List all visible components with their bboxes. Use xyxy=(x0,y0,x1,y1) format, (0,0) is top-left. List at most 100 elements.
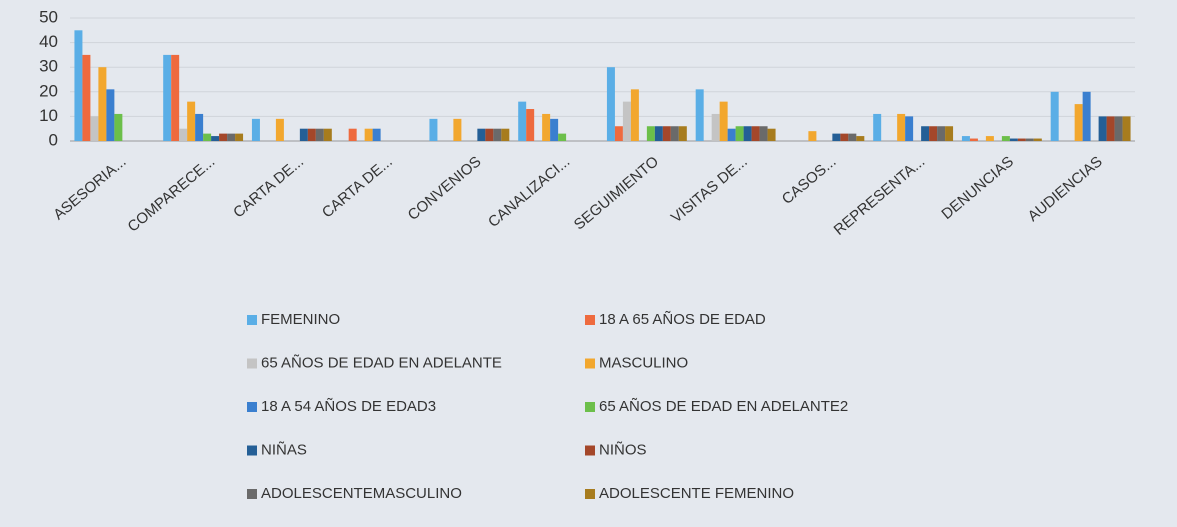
bar xyxy=(323,128,332,141)
legend-swatch xyxy=(585,489,595,499)
bar xyxy=(542,113,551,141)
bar xyxy=(1001,136,1010,141)
bar xyxy=(550,118,559,141)
bar xyxy=(227,133,236,141)
bar xyxy=(106,89,115,141)
bar xyxy=(856,136,865,141)
bar xyxy=(493,128,502,141)
bar xyxy=(614,126,623,141)
bar xyxy=(219,133,228,141)
x-tick-label: COMPARECE... xyxy=(125,153,219,235)
bar xyxy=(622,101,631,141)
legend-label: ADOLESCENTEMASCULINO xyxy=(261,485,462,502)
y-tick-label: 20 xyxy=(39,81,58,100)
x-tick-label: ASESORIA... xyxy=(50,153,129,223)
bar xyxy=(315,128,324,141)
x-tick-label: CASOS... xyxy=(779,153,840,208)
bar xyxy=(114,113,123,141)
bar xyxy=(937,126,946,141)
x-tick-label: CARTA DE... xyxy=(230,153,307,221)
bar xyxy=(299,128,308,141)
bar xyxy=(348,128,357,141)
bar xyxy=(711,113,720,141)
bar xyxy=(808,131,817,141)
y-tick-label: 0 xyxy=(49,130,58,149)
legend-swatch xyxy=(247,358,257,369)
bar xyxy=(1122,116,1131,141)
bar xyxy=(921,126,930,141)
bar xyxy=(187,101,196,141)
bar xyxy=(235,133,244,141)
legend-label: 18 A 54 AÑOS DE EDAD3 xyxy=(261,398,436,415)
bar xyxy=(848,133,857,141)
bar xyxy=(606,67,615,141)
bar xyxy=(1098,116,1107,141)
bar xyxy=(873,113,882,141)
bar xyxy=(1050,91,1059,141)
bar xyxy=(518,101,527,141)
bar xyxy=(945,126,954,141)
bar xyxy=(767,128,776,141)
x-tick-label: REPRESENTA... xyxy=(831,153,929,239)
bar xyxy=(670,126,679,141)
bar xyxy=(203,133,212,141)
bar xyxy=(251,118,260,141)
bar xyxy=(307,128,316,141)
x-tick-label: CARTA DE... xyxy=(319,153,396,221)
x-tick-label: DENUNCIAS xyxy=(938,153,1017,223)
bar xyxy=(98,67,107,141)
legend-label: 65 AÑOS DE EDAD EN ADELANTE2 xyxy=(599,398,848,415)
bar xyxy=(429,118,438,141)
bar xyxy=(1025,138,1034,141)
y-tick-label: 40 xyxy=(39,32,58,51)
legend-label: ADOLESCENTE FEMENINO xyxy=(599,485,794,502)
legend-label: 18 A 65 AÑOS DE EDAD xyxy=(599,311,766,328)
bar xyxy=(1017,138,1026,141)
bar xyxy=(840,133,849,141)
x-tick-label: AUDIENCIAS xyxy=(1025,153,1106,225)
bar xyxy=(477,128,486,141)
bar xyxy=(743,126,752,141)
legend-swatch xyxy=(585,402,595,412)
bar xyxy=(163,54,172,141)
bar xyxy=(985,136,994,141)
bar xyxy=(630,89,639,141)
bar xyxy=(929,126,938,141)
bar xyxy=(171,54,180,141)
bar xyxy=(82,54,91,141)
legend-label: MASCULINO xyxy=(599,354,688,371)
bar xyxy=(453,118,462,141)
legend-label: NIÑAS xyxy=(261,441,307,458)
bar xyxy=(759,126,768,141)
y-tick-label: 10 xyxy=(39,106,58,125)
bar xyxy=(751,126,760,141)
legend-swatch xyxy=(247,489,257,499)
bar xyxy=(1082,91,1091,141)
bar xyxy=(897,113,906,141)
legend-label: NIÑOS xyxy=(599,441,647,458)
bar xyxy=(90,116,99,141)
legend-label: FEMENINO xyxy=(261,311,340,328)
legend-swatch xyxy=(247,445,257,456)
x-tick-label: CONVENIOS xyxy=(405,153,485,224)
bar xyxy=(558,133,567,141)
y-tick-label: 50 xyxy=(39,7,58,26)
bar xyxy=(74,30,83,141)
bar xyxy=(364,128,373,141)
bar xyxy=(501,128,510,141)
x-tick-label: VISITAS DE... xyxy=(668,153,751,226)
bar xyxy=(526,109,535,141)
legend-swatch xyxy=(585,358,595,369)
bar xyxy=(1074,104,1083,141)
legend-swatch xyxy=(247,315,257,325)
y-tick-label: 30 xyxy=(39,57,58,76)
legend-swatch xyxy=(585,445,595,456)
bar xyxy=(1114,116,1123,141)
bar xyxy=(195,113,204,141)
x-tick-label: SEGUIMIENTO xyxy=(571,153,662,233)
bar xyxy=(719,101,728,141)
bar xyxy=(695,89,704,141)
bar xyxy=(735,126,744,141)
bar xyxy=(727,128,736,141)
